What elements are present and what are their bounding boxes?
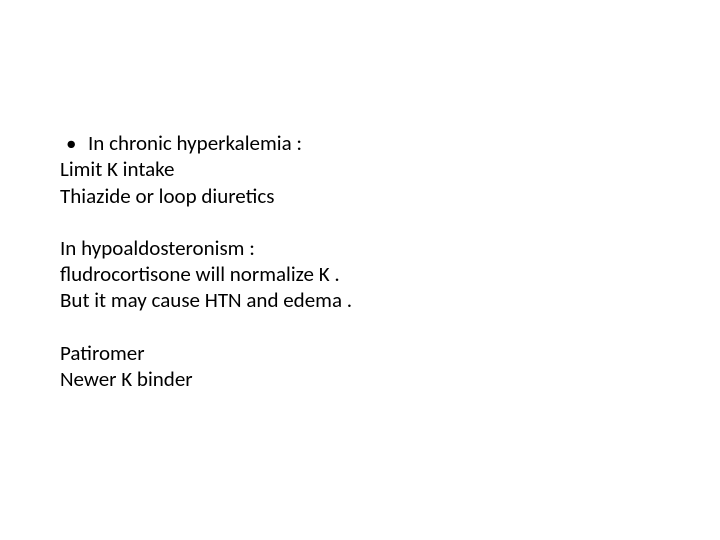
text-line: In hypoaldosteronism : (60, 235, 660, 261)
text-line: Newer K binder (60, 366, 660, 392)
paragraph-1: • In chronic hyperkalemia : Limit K inta… (60, 130, 660, 209)
bullet-item: • In chronic hyperkalemia : (60, 130, 660, 156)
text-line: Patiromer (60, 340, 660, 366)
text-line: In chronic hyperkalemia : (88, 130, 302, 156)
slide-content: • In chronic hyperkalemia : Limit K inta… (0, 0, 720, 540)
text-line: Thiazide or loop diuretics (60, 183, 660, 209)
text-line: Limit K intake (60, 156, 660, 182)
paragraph-2: In hypoaldosteronism : fludrocortisone w… (60, 235, 660, 314)
text-line: fludrocortisone will normalize K . (60, 261, 660, 287)
paragraph-3: Patiromer Newer K binder (60, 340, 660, 393)
text-line: But it may cause HTN and edema . (60, 287, 660, 313)
bullet-icon: • (60, 130, 88, 156)
